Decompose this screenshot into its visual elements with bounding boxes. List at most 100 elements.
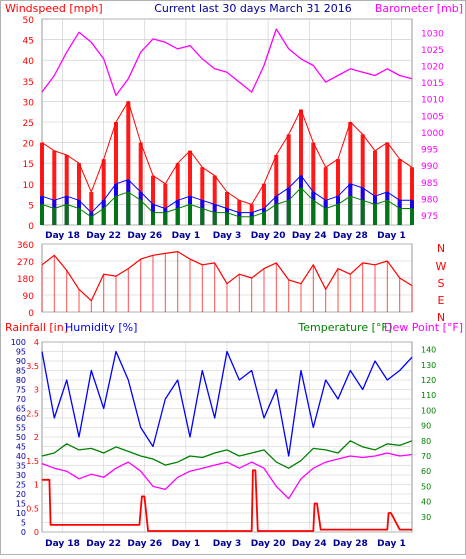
y-tick-label: 45 [16,443,26,452]
y-tick-label: 50 [16,433,26,442]
x-tick-label: Day 28 [333,539,368,549]
compass-label: W [436,260,447,273]
y-tick-label: 1.5 [26,457,39,466]
chart-main-title: Current last 30 days March 31 2016 [154,2,352,15]
y-tick-label: 1 [34,481,39,490]
y-tick-label: 10 [16,509,26,518]
y-tick-label: 0 [21,528,26,537]
temperature-line [41,440,413,469]
y-tick-label: 0.5 [26,504,39,513]
dewpoint-axis-title: Dew Point [°F] [384,321,463,334]
y-tick-label: 90 [421,422,431,431]
y-tick-label: 60 [16,414,26,423]
compass-label: S [438,277,445,290]
y-tick-label: 980 [421,195,438,205]
y-tick-label: 30 [16,471,26,480]
y-tick-label: 20 [23,140,35,150]
y-tick-label: 1030 [421,29,444,39]
y-tick-label: 95 [16,348,26,357]
y-tick-label: 180 [17,275,34,285]
y-tick-label: 40 [421,498,431,507]
x-tick-label: Day 1 [172,539,201,549]
barometer-axis-title: Barometer [mb] [375,2,463,15]
y-tick-label: 3.5 [26,362,39,371]
y-tick-label: 80 [421,437,431,446]
wind-series-line [41,187,412,218]
y-tick-label: 80 [16,376,26,385]
y-tick-label: 70 [16,395,26,404]
y-tick-label: 30 [23,98,35,108]
x-tick-label: Day 1 [172,231,201,241]
x-tick-label: Day 24 [292,231,327,241]
y-tick-label: 2.5 [26,409,39,418]
compass-labels: N W S E N [436,242,447,324]
wind-series-line [41,100,413,205]
y-tick-label: 360 [17,241,34,251]
y-tick-label: 30 [421,513,431,522]
x-tick-label: Day 1 [377,231,406,241]
y-tick-label: 45 [23,37,34,47]
data-series [40,28,414,532]
x-tick-label: Day 22 [86,539,121,549]
compass-label: N [437,311,445,324]
wind-series-line [41,175,412,214]
y-tick-label: 270 [17,258,34,268]
y-tick-label: 85 [16,367,26,376]
y-tick-label: 35 [16,462,26,471]
x-tick-label: Day 26 [127,231,162,241]
x-tick-label: Day 20 [251,539,286,549]
y-tick-label: 110 [421,391,436,400]
y-tick-label: 55 [16,424,26,433]
y-tick-label: 975 [421,212,438,222]
y-tick-label: 50 [23,16,35,26]
y-tick-label: 140 [421,346,436,355]
y-tick-label: 5 [28,201,34,211]
y-tick-label: 65 [16,405,26,414]
x-tick-label: Day 18 [45,231,80,241]
y-tick-label: 10 [23,181,35,191]
y-tick-label: 5 [21,519,26,528]
x-tick-label: Day 18 [45,539,80,549]
x-tick-label: Day 22 [86,231,121,241]
y-tick-label: 1005 [421,112,444,122]
y-tick-label: 15 [23,160,34,170]
y-tick-label: 120 [421,376,436,385]
compass-label: E [438,294,445,307]
y-tick-label: 25 [23,119,34,129]
y-tick-label: 1020 [421,63,444,73]
windspeed-axis-title: Windspeed [mph] [5,2,103,15]
wind-series-bars [40,187,414,225]
y-tick-label: 15 [16,500,26,509]
y-tick-label: 35 [23,78,34,88]
y-tick-label: 40 [23,57,35,67]
y-tick-label: 0 [28,222,34,232]
humidity-axis-title: Humidity [%] [65,321,137,334]
y-tick-label: 60 [421,467,431,476]
y-tick-label: 1000 [421,129,444,139]
y-tick-label: 130 [421,361,436,370]
x-tick-label: Day 3 [213,231,242,241]
y-tick-label: 40 [16,452,26,461]
rainfall-line [42,469,412,532]
dewpoint-line [41,452,413,500]
barometer-line [41,28,413,97]
y-tick-label: 0 [34,528,39,537]
x-tick-label: Day 28 [333,231,368,241]
y-tick-label: 995 [421,146,438,156]
y-tick-label: 90 [16,357,26,366]
compass-label: N [437,242,445,255]
y-tick-label: 100 [421,406,436,415]
y-tick-label: 1010 [421,96,444,106]
rainfall-axis-title: Rainfall [in] [5,321,68,334]
y-tick-label: 50 [421,482,431,491]
y-tick-label: 3 [34,386,39,395]
y-tick-label: 75 [16,386,26,395]
x-tick-label: Day 1 [377,539,406,549]
y-tick-label: 2 [34,433,39,442]
y-tick-label: 1025 [421,46,444,56]
y-tick-label: 4 [34,338,39,347]
wind-direction-spikes [41,251,413,312]
x-tick-label: Day 20 [251,231,286,241]
